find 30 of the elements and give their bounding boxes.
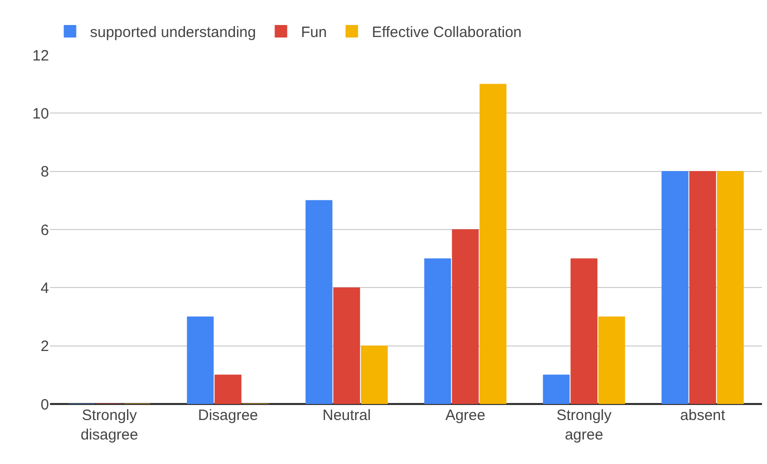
- legend-label: Fun: [300, 24, 327, 42]
- x-tick-label: Agree: [445, 407, 486, 424]
- bar: [214, 374, 242, 404]
- y-tick-label: 12: [32, 47, 49, 64]
- bar: [186, 316, 214, 404]
- bar: [424, 258, 452, 404]
- bar: [598, 316, 626, 404]
- x-tick-label: Strongly agree: [556, 407, 612, 444]
- bar: [570, 258, 598, 404]
- y-tick-label: 2: [40, 338, 49, 356]
- bar: [480, 84, 506, 404]
- y-tick-label: 6: [40, 222, 49, 239]
- y-tick-label: 8: [40, 164, 49, 181]
- x-tick-label: Disagree: [198, 407, 258, 424]
- bar: [662, 171, 688, 404]
- legend-label: Effective Collaboration: [372, 24, 522, 42]
- bar: [542, 374, 570, 404]
- y-tick-label: 0: [40, 396, 49, 414]
- bar: [716, 171, 744, 404]
- bar: [452, 229, 479, 404]
- bar: [306, 200, 332, 404]
- x-tick-label: Neutral: [322, 407, 371, 424]
- bar: [360, 346, 388, 404]
- y-tick-label: 10: [32, 105, 49, 122]
- x-tick-label: absent: [680, 407, 726, 424]
- legend-label: supported understanding: [90, 24, 256, 42]
- x-tick-label: Strongly disagree: [80, 407, 138, 444]
- bar: [333, 287, 360, 404]
- y-tick-label: 4: [40, 280, 49, 297]
- bar: [689, 171, 716, 404]
